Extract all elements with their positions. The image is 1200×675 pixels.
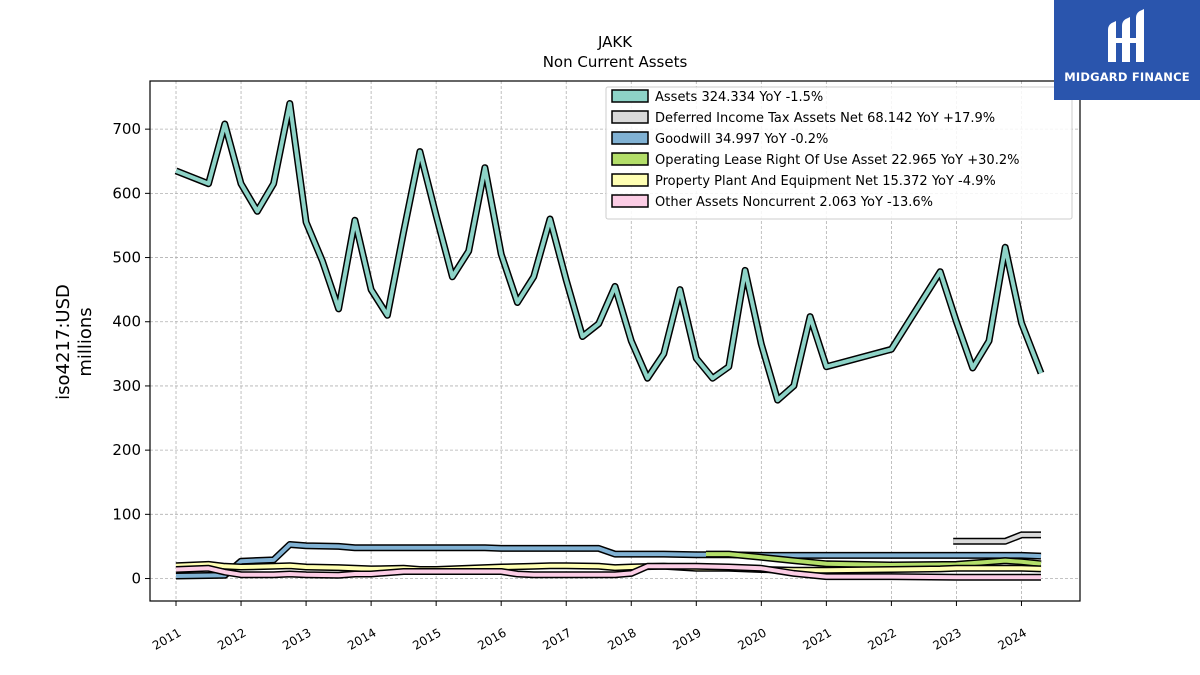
y-tick-label-6: 600	[112, 184, 141, 202]
y-axis-label: iso4217:USD	[53, 284, 74, 400]
x-tick-label-10: 2021	[800, 625, 833, 652]
y-tick-label-7: 700	[112, 120, 141, 138]
legend-swatch-1	[611, 110, 649, 124]
legend-label-1: Deferred Income Tax Assets Net 68.142 Yo…	[655, 111, 995, 126]
x-tick-label-3: 2014	[345, 625, 378, 652]
legend: Assets 324.334 YoY -1.5% Deferred Income …	[605, 86, 1073, 220]
x-tick-label-8: 2019	[670, 625, 703, 652]
x-tick-label-5: 2016	[475, 625, 508, 652]
x-tick-label-4: 2015	[410, 625, 443, 652]
x-tick-label-11: 2022	[865, 625, 898, 652]
series-line-5	[175, 564, 1041, 580]
x-tick-label-1: 2012	[215, 625, 248, 652]
chart-subtitle: Non Current Assets	[543, 53, 688, 71]
y-axis-label-units: millions	[75, 307, 96, 376]
y-tick-label-1: 100	[112, 505, 141, 523]
x-tick-label-13: 2024	[996, 625, 1029, 652]
brand-name: MIDGARD FINANCE	[1064, 70, 1190, 84]
midgard-logo-icon	[1108, 9, 1144, 62]
x-tick-label-7: 2018	[605, 625, 638, 652]
x-tick-label-6: 2017	[540, 625, 573, 652]
chart-title: JAKK	[597, 33, 633, 51]
y-tick-label-3: 300	[112, 377, 141, 395]
legend-label-3: Operating Lease Right Of Use Asset 22.96…	[655, 153, 1019, 168]
legend-label-4: Property Plant And Equipment Net 15.372 …	[655, 174, 996, 189]
series-layer	[174, 100, 1045, 581]
legend-label-0: Assets 324.334 YoY -1.5%	[655, 90, 823, 105]
series-line-0	[175, 101, 1043, 403]
legend-swatch-2	[611, 131, 649, 145]
y-tick-label-2: 200	[112, 441, 141, 459]
y-tick-label-4: 400	[112, 313, 141, 331]
legend-label-5: Other Assets Noncurrent 2.063 YoY -13.6%	[655, 195, 933, 210]
x-tick-label-9: 2020	[735, 625, 768, 652]
y-tick-label-5: 500	[112, 249, 141, 267]
legend-label-2: Goodwill 34.997 YoY -0.2%	[655, 132, 828, 147]
brand-logo: MIDGARD FINANCE	[1054, 0, 1200, 100]
legend-swatch-5	[611, 194, 649, 208]
x-tick-label-2: 2013	[280, 625, 313, 652]
y-tick-label-0: 0	[131, 570, 141, 588]
x-tick-label-12: 2023	[930, 625, 963, 652]
legend-swatch-4	[611, 173, 649, 187]
legend-swatch-3	[611, 152, 649, 166]
plot-frame	[149, 80, 1081, 602]
x-tick-label-0: 2011	[150, 625, 183, 652]
legend-frame	[605, 86, 1073, 220]
legend-swatch-0	[611, 89, 649, 103]
series-line-4	[175, 562, 1042, 573]
series-line-1	[953, 532, 1041, 544]
series-line-3	[706, 552, 1042, 567]
